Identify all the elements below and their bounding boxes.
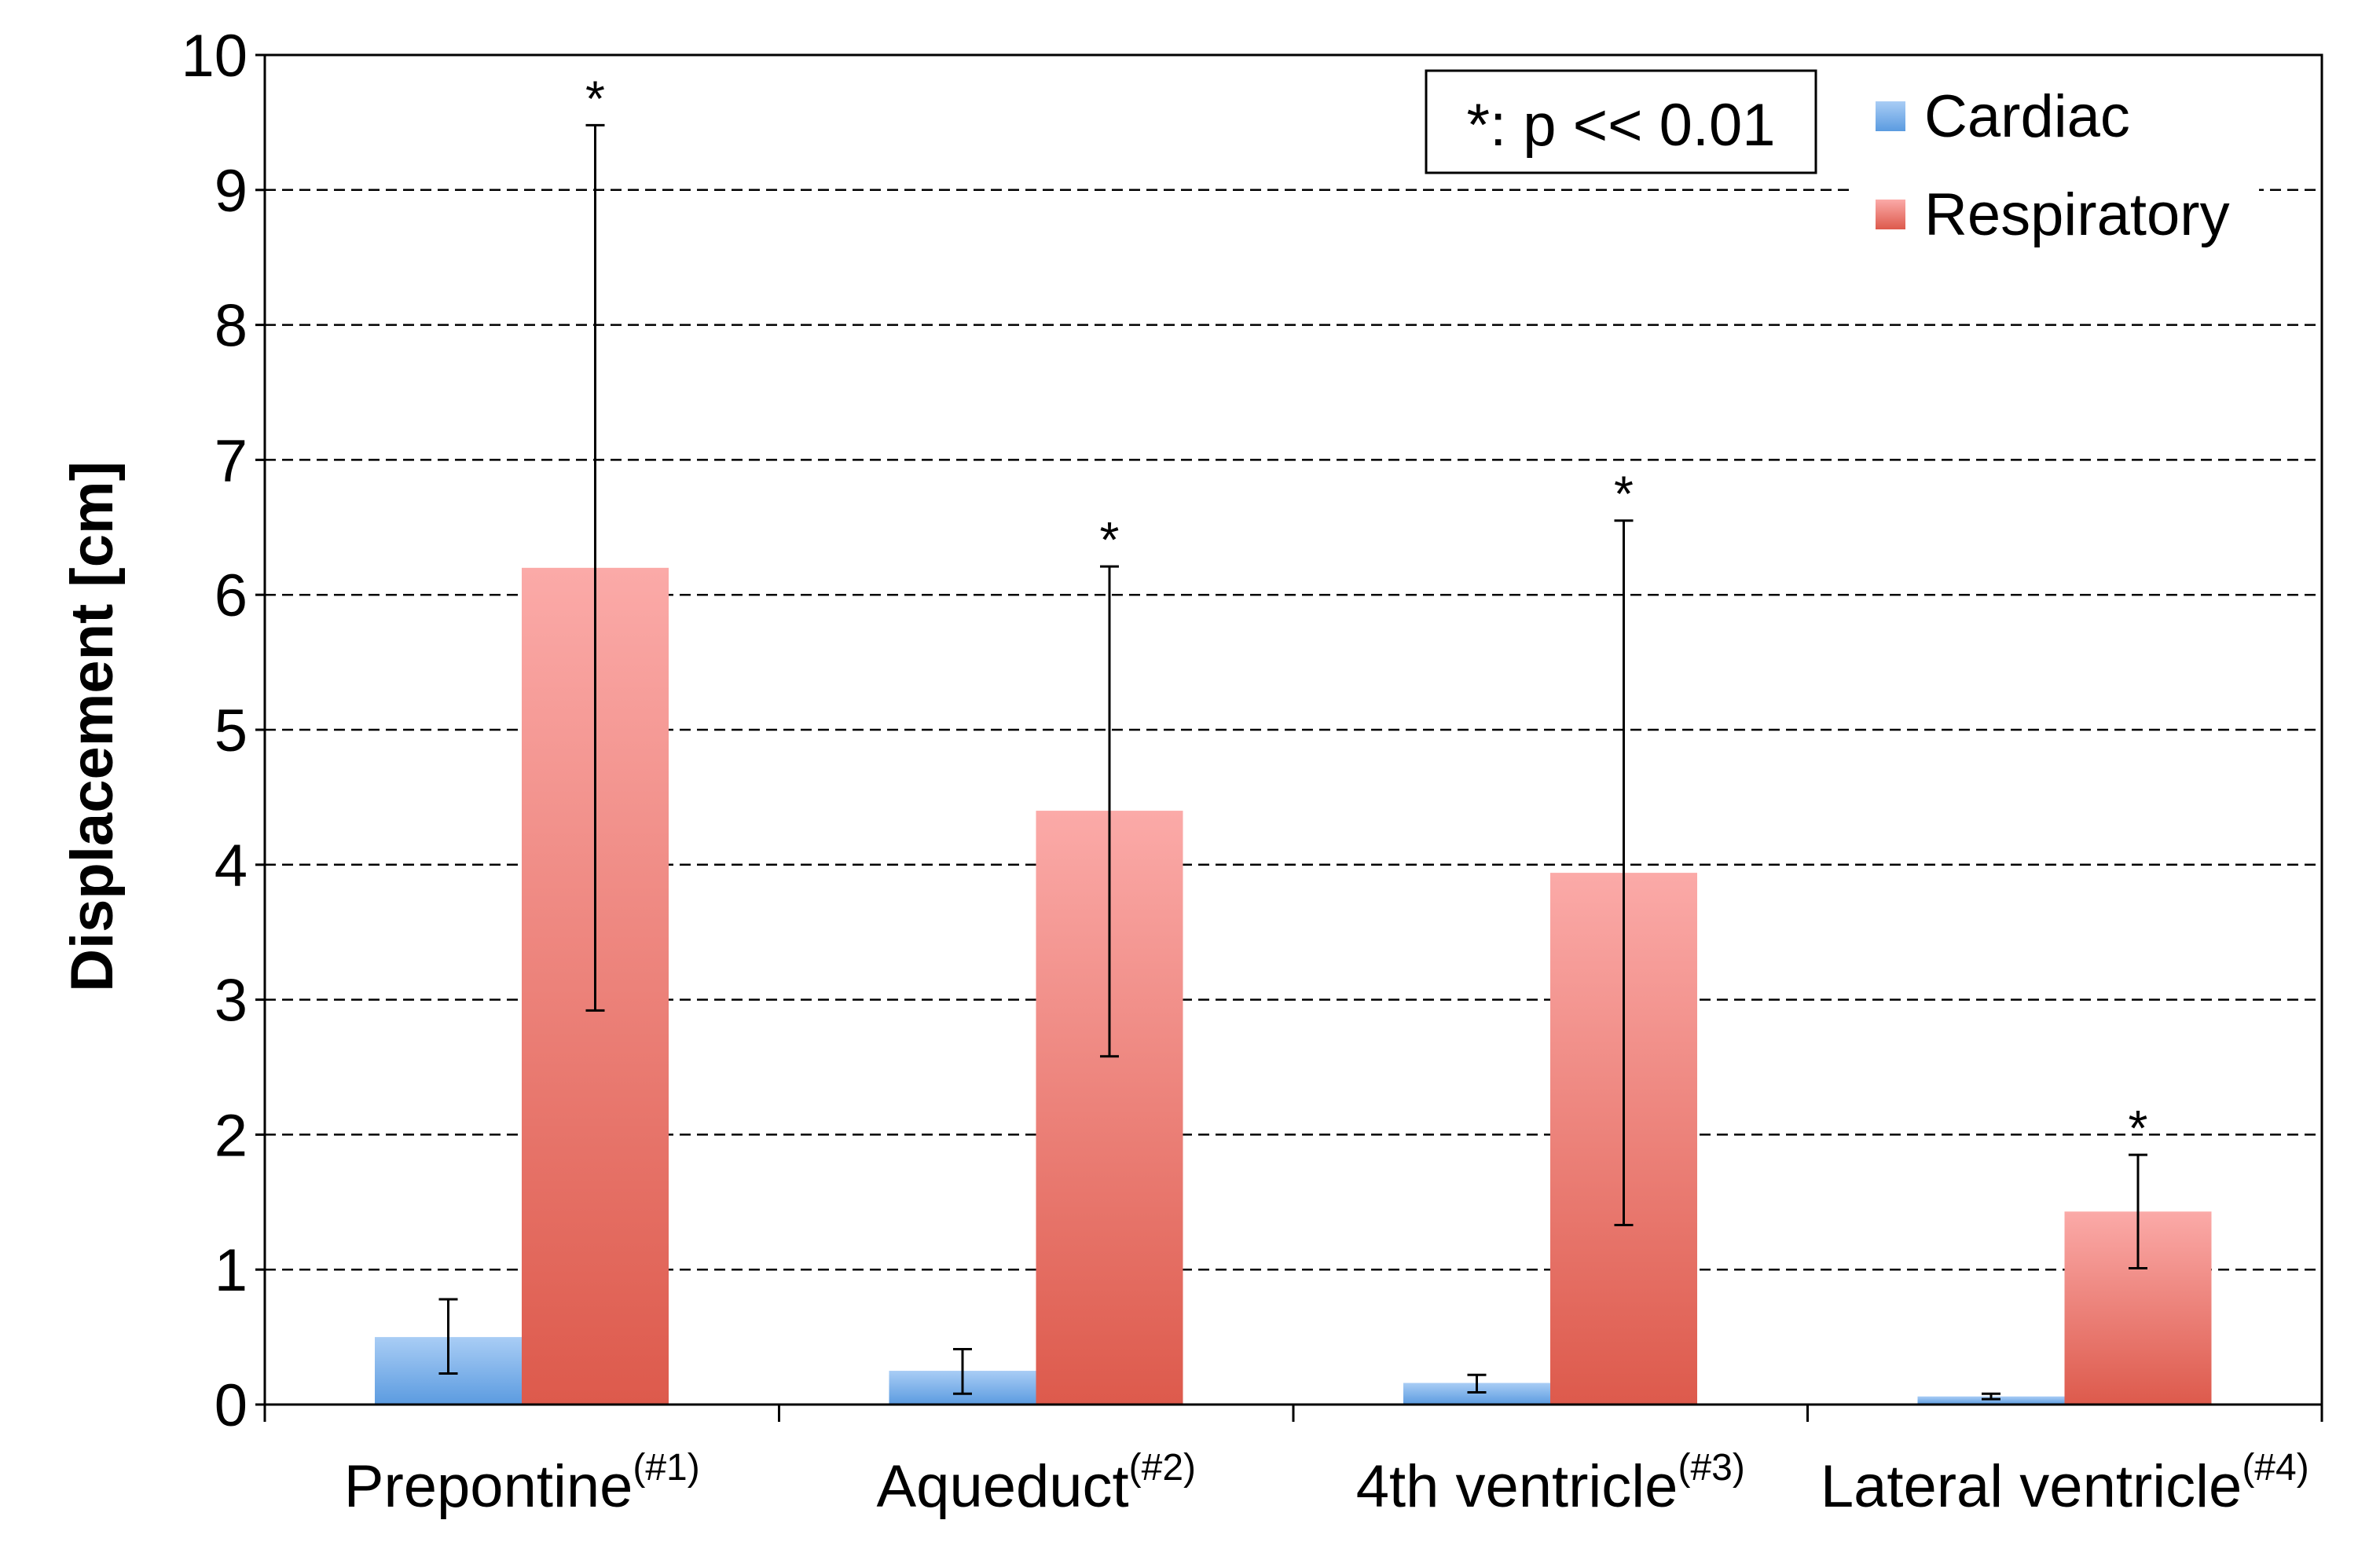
y-tick-label: 2 [215, 1102, 248, 1169]
x-tick-label: Lateral ventricle(#4) [1821, 1447, 2309, 1520]
y-tick-label: 3 [215, 968, 248, 1035]
annotation-text: *: p << 0.01 [1467, 92, 1776, 159]
y-tick-label: 8 [215, 293, 248, 360]
legend-swatch [1876, 101, 1905, 131]
significance-star: * [2129, 1100, 2148, 1156]
x-tick-label: Prepontine(#1) [344, 1447, 700, 1520]
x-tick-labels: Prepontine(#1) Aqueduct(#2) 4th ventricle(… [344, 1447, 2309, 1520]
legend-background [1850, 79, 2259, 275]
error-bars [438, 123, 2147, 1401]
y-axis-label: Displacement [cm] [59, 461, 126, 992]
bars [375, 567, 2212, 1405]
legend-label: Cardiac [1924, 83, 2130, 150]
y-tick-label: 4 [215, 833, 248, 899]
y-tick-label: 6 [215, 562, 248, 629]
significance-markers: * * * * [585, 70, 2147, 1156]
legend: Cardiac Respiratory [1850, 79, 2259, 275]
axes [255, 53, 2323, 1422]
x-tick-label: Aqueduct(#2) [876, 1447, 1196, 1520]
y-tick-labels: 0 1 2 3 4 5 6 7 8 9 10 [181, 23, 248, 1439]
significance-star: * [1100, 511, 1120, 568]
annotation-box: *: p << 0.01 [1425, 69, 1817, 174]
y-tick-label: 0 [215, 1372, 248, 1439]
x-tick-label: 4th ventricle(#3) [1356, 1447, 1745, 1520]
significance-star: * [1614, 466, 1634, 522]
y-tick-label: 7 [215, 427, 248, 494]
y-tick-label: 10 [181, 23, 248, 90]
legend-swatch [1876, 200, 1905, 229]
cardiac-bar [1917, 1396, 2065, 1405]
y-tick-label: 5 [215, 698, 248, 764]
significance-star: * [585, 70, 605, 126]
y-tick-label: 9 [215, 158, 248, 225]
y-tick-label: 1 [215, 1237, 248, 1304]
annotation-border [1425, 69, 1817, 174]
legend-label: Respiratory [1924, 181, 2230, 248]
gridlines [265, 189, 2322, 1271]
